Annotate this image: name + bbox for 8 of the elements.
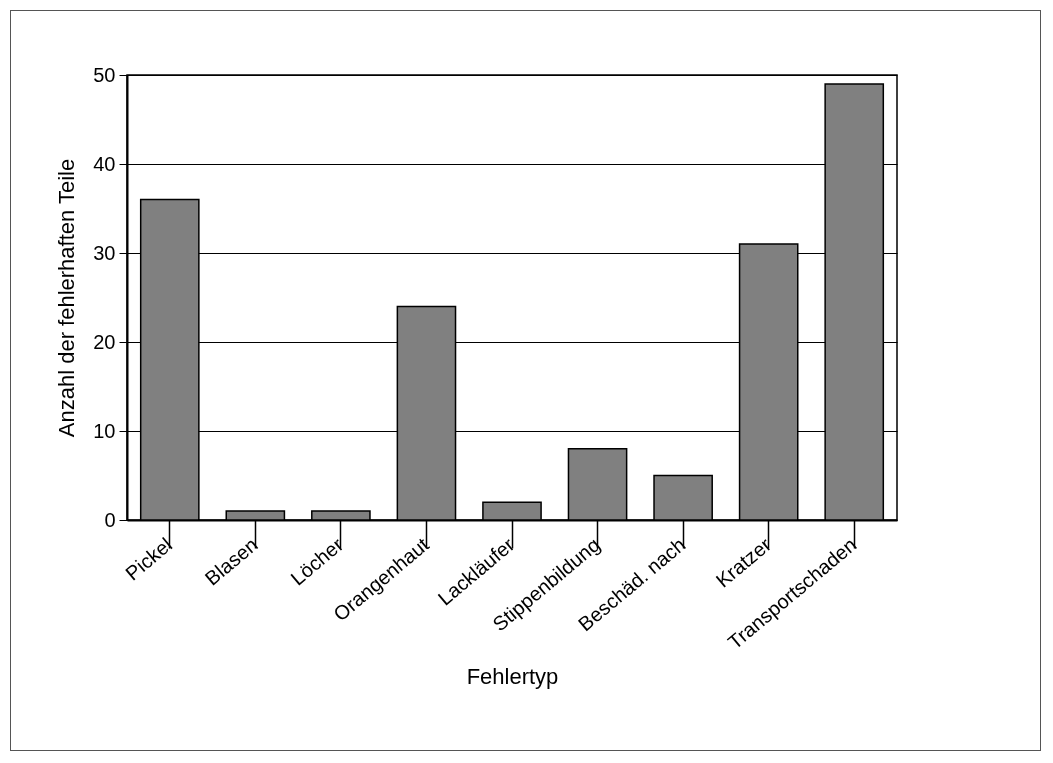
y-tick-label: 50: [93, 63, 116, 86]
x-axis-title: Fehlertyp: [466, 664, 559, 690]
y-tick-label: 40: [93, 152, 116, 175]
y-tick-label: 10: [93, 419, 116, 442]
y-tick-label: 0: [104, 508, 116, 531]
y-axis-title: Anzahl der fehlerhaften Teile: [54, 158, 80, 438]
y-tick-label: 30: [93, 241, 116, 264]
y-tick-label: 20: [93, 330, 116, 353]
